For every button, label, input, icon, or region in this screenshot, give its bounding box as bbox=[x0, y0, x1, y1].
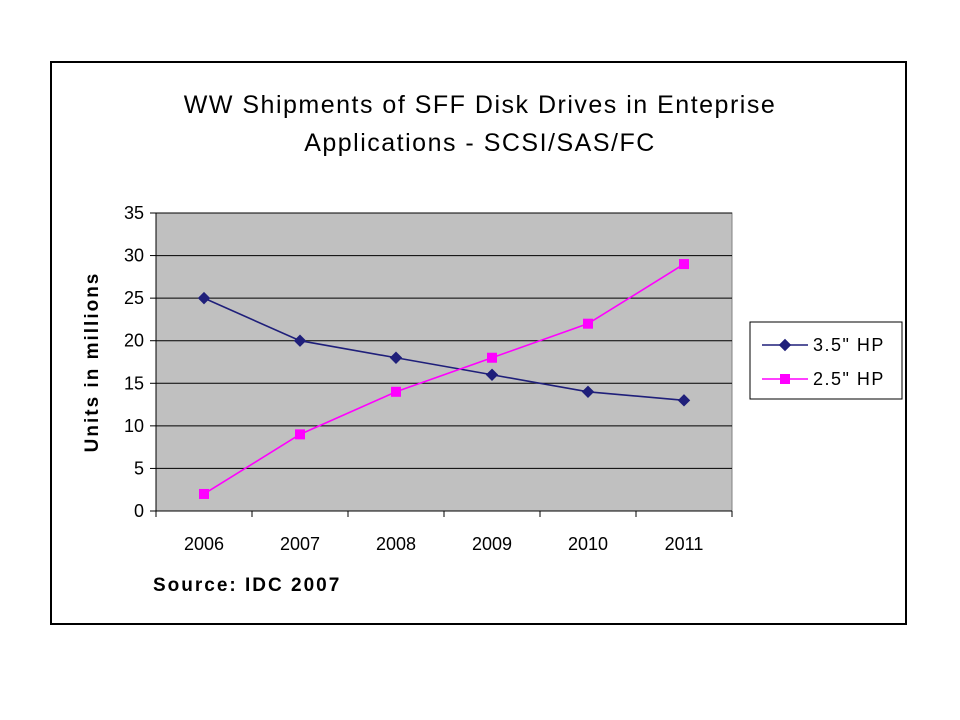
x-tick-label: 2007 bbox=[280, 534, 320, 554]
data-point bbox=[389, 351, 403, 364]
data-point bbox=[583, 318, 593, 329]
data-point bbox=[581, 385, 595, 399]
y-tick-labels: 0 5 10 15 20 25 30 35 bbox=[124, 203, 144, 521]
y-tick-label: 0 bbox=[134, 501, 144, 521]
legend: 3.5" HP 2.5" HP bbox=[749, 321, 903, 400]
x-tick-labels: 2006 2007 2008 2009 2010 2011 bbox=[184, 534, 703, 554]
y-tick-label: 5 bbox=[134, 458, 144, 478]
x-tick-label: 2009 bbox=[472, 534, 512, 554]
y-tick-label: 10 bbox=[124, 416, 144, 436]
y-tick-label: 35 bbox=[124, 203, 144, 223]
legend-marker bbox=[778, 338, 792, 352]
legend-label: 3.5" HP bbox=[813, 335, 885, 355]
chart-title-line-2: Applications - SCSI/SAS/FC bbox=[304, 129, 656, 157]
series-line bbox=[203, 297, 685, 402]
y-tick-label: 30 bbox=[124, 246, 144, 266]
series-line bbox=[203, 263, 685, 495]
data-point bbox=[487, 352, 497, 363]
plot-area bbox=[155, 212, 733, 512]
y-tick-label: 25 bbox=[124, 288, 144, 308]
x-tick-label: 2010 bbox=[568, 534, 608, 554]
source-annotation: Source: IDC 2007 bbox=[153, 575, 341, 596]
y-axis-title: Units in millions bbox=[82, 272, 103, 453]
legend-box bbox=[749, 321, 903, 400]
data-point bbox=[293, 334, 307, 347]
chart-title-line-1: WW Shipments of SFF Disk Drives in Entep… bbox=[184, 91, 777, 119]
data-point bbox=[197, 291, 211, 305]
gridlines bbox=[156, 212, 732, 469]
chart-frame: WW Shipments of SFF Disk Drives in Entep… bbox=[50, 61, 907, 625]
x-tick-label: 2008 bbox=[376, 534, 416, 554]
legend-label: 2.5" HP bbox=[813, 369, 885, 389]
legend-marker bbox=[780, 374, 790, 384]
series-2 bbox=[199, 259, 689, 499]
data-point bbox=[199, 488, 209, 499]
data-point bbox=[485, 368, 499, 381]
data-point bbox=[679, 259, 689, 270]
data-point bbox=[391, 386, 401, 397]
x-tick-label: 2011 bbox=[665, 534, 704, 554]
series-layer bbox=[197, 259, 691, 499]
data-point bbox=[295, 429, 305, 440]
data-point bbox=[677, 394, 691, 407]
y-tick-label: 15 bbox=[124, 373, 144, 393]
chart-svg: WW Shipments of SFF Disk Drives in Entep… bbox=[82, 91, 903, 596]
axes bbox=[150, 212, 733, 517]
y-tick-label: 20 bbox=[124, 331, 144, 351]
series-1 bbox=[197, 291, 691, 407]
x-tick-label: 2006 bbox=[184, 534, 224, 554]
